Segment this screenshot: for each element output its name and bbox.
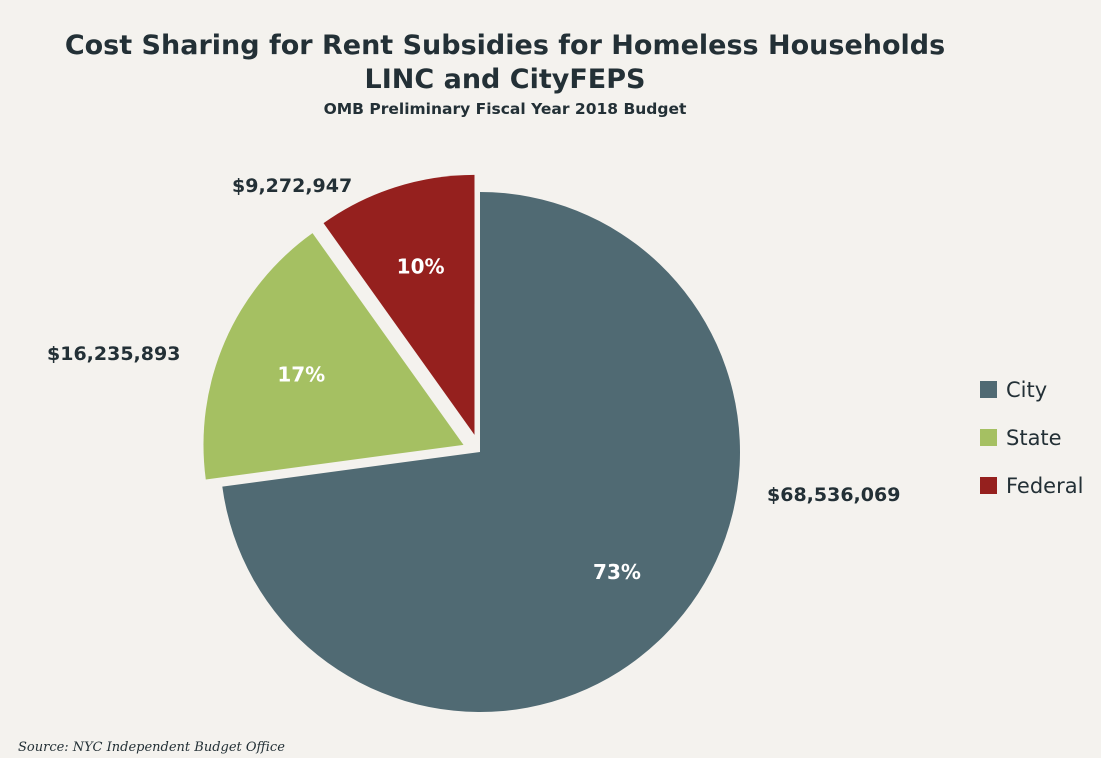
legend-swatch-federal [980, 477, 997, 494]
legend-label-federal: Federal [1006, 474, 1083, 498]
legend: City State Federal [980, 378, 1083, 498]
percent-label-federal: 10% [397, 254, 445, 278]
slice-state [203, 233, 464, 480]
amount-labels: $68,536,069 $16,235,893 $9,272,947 [47, 175, 900, 506]
amount-label-state: $16,235,893 [47, 343, 180, 365]
chart-subtitle: OMB Preliminary Fiscal Year 2018 Budget [324, 100, 687, 118]
amount-label-federal: $9,272,947 [232, 175, 352, 197]
amount-label-city: $68,536,069 [767, 484, 900, 506]
chart-title-line-2: LINC and CityFEPS [365, 64, 646, 95]
slice-city [222, 192, 741, 713]
percent-labels: 73% 17% 10% [277, 254, 641, 583]
legend-swatch-state [980, 429, 997, 446]
chart-title: Cost Sharing for Rent Subsidies for Home… [65, 30, 945, 61]
source-note: Source: NYC Independent Budget Office [18, 740, 285, 755]
legend-label-city: City [1006, 378, 1047, 402]
pie-slices [203, 174, 741, 713]
percent-label-city: 73% [593, 560, 641, 584]
slice-federal [323, 174, 475, 435]
legend-label-state: State [1006, 426, 1062, 450]
percent-label-state: 17% [277, 363, 325, 387]
legend-swatch-city [980, 381, 997, 398]
